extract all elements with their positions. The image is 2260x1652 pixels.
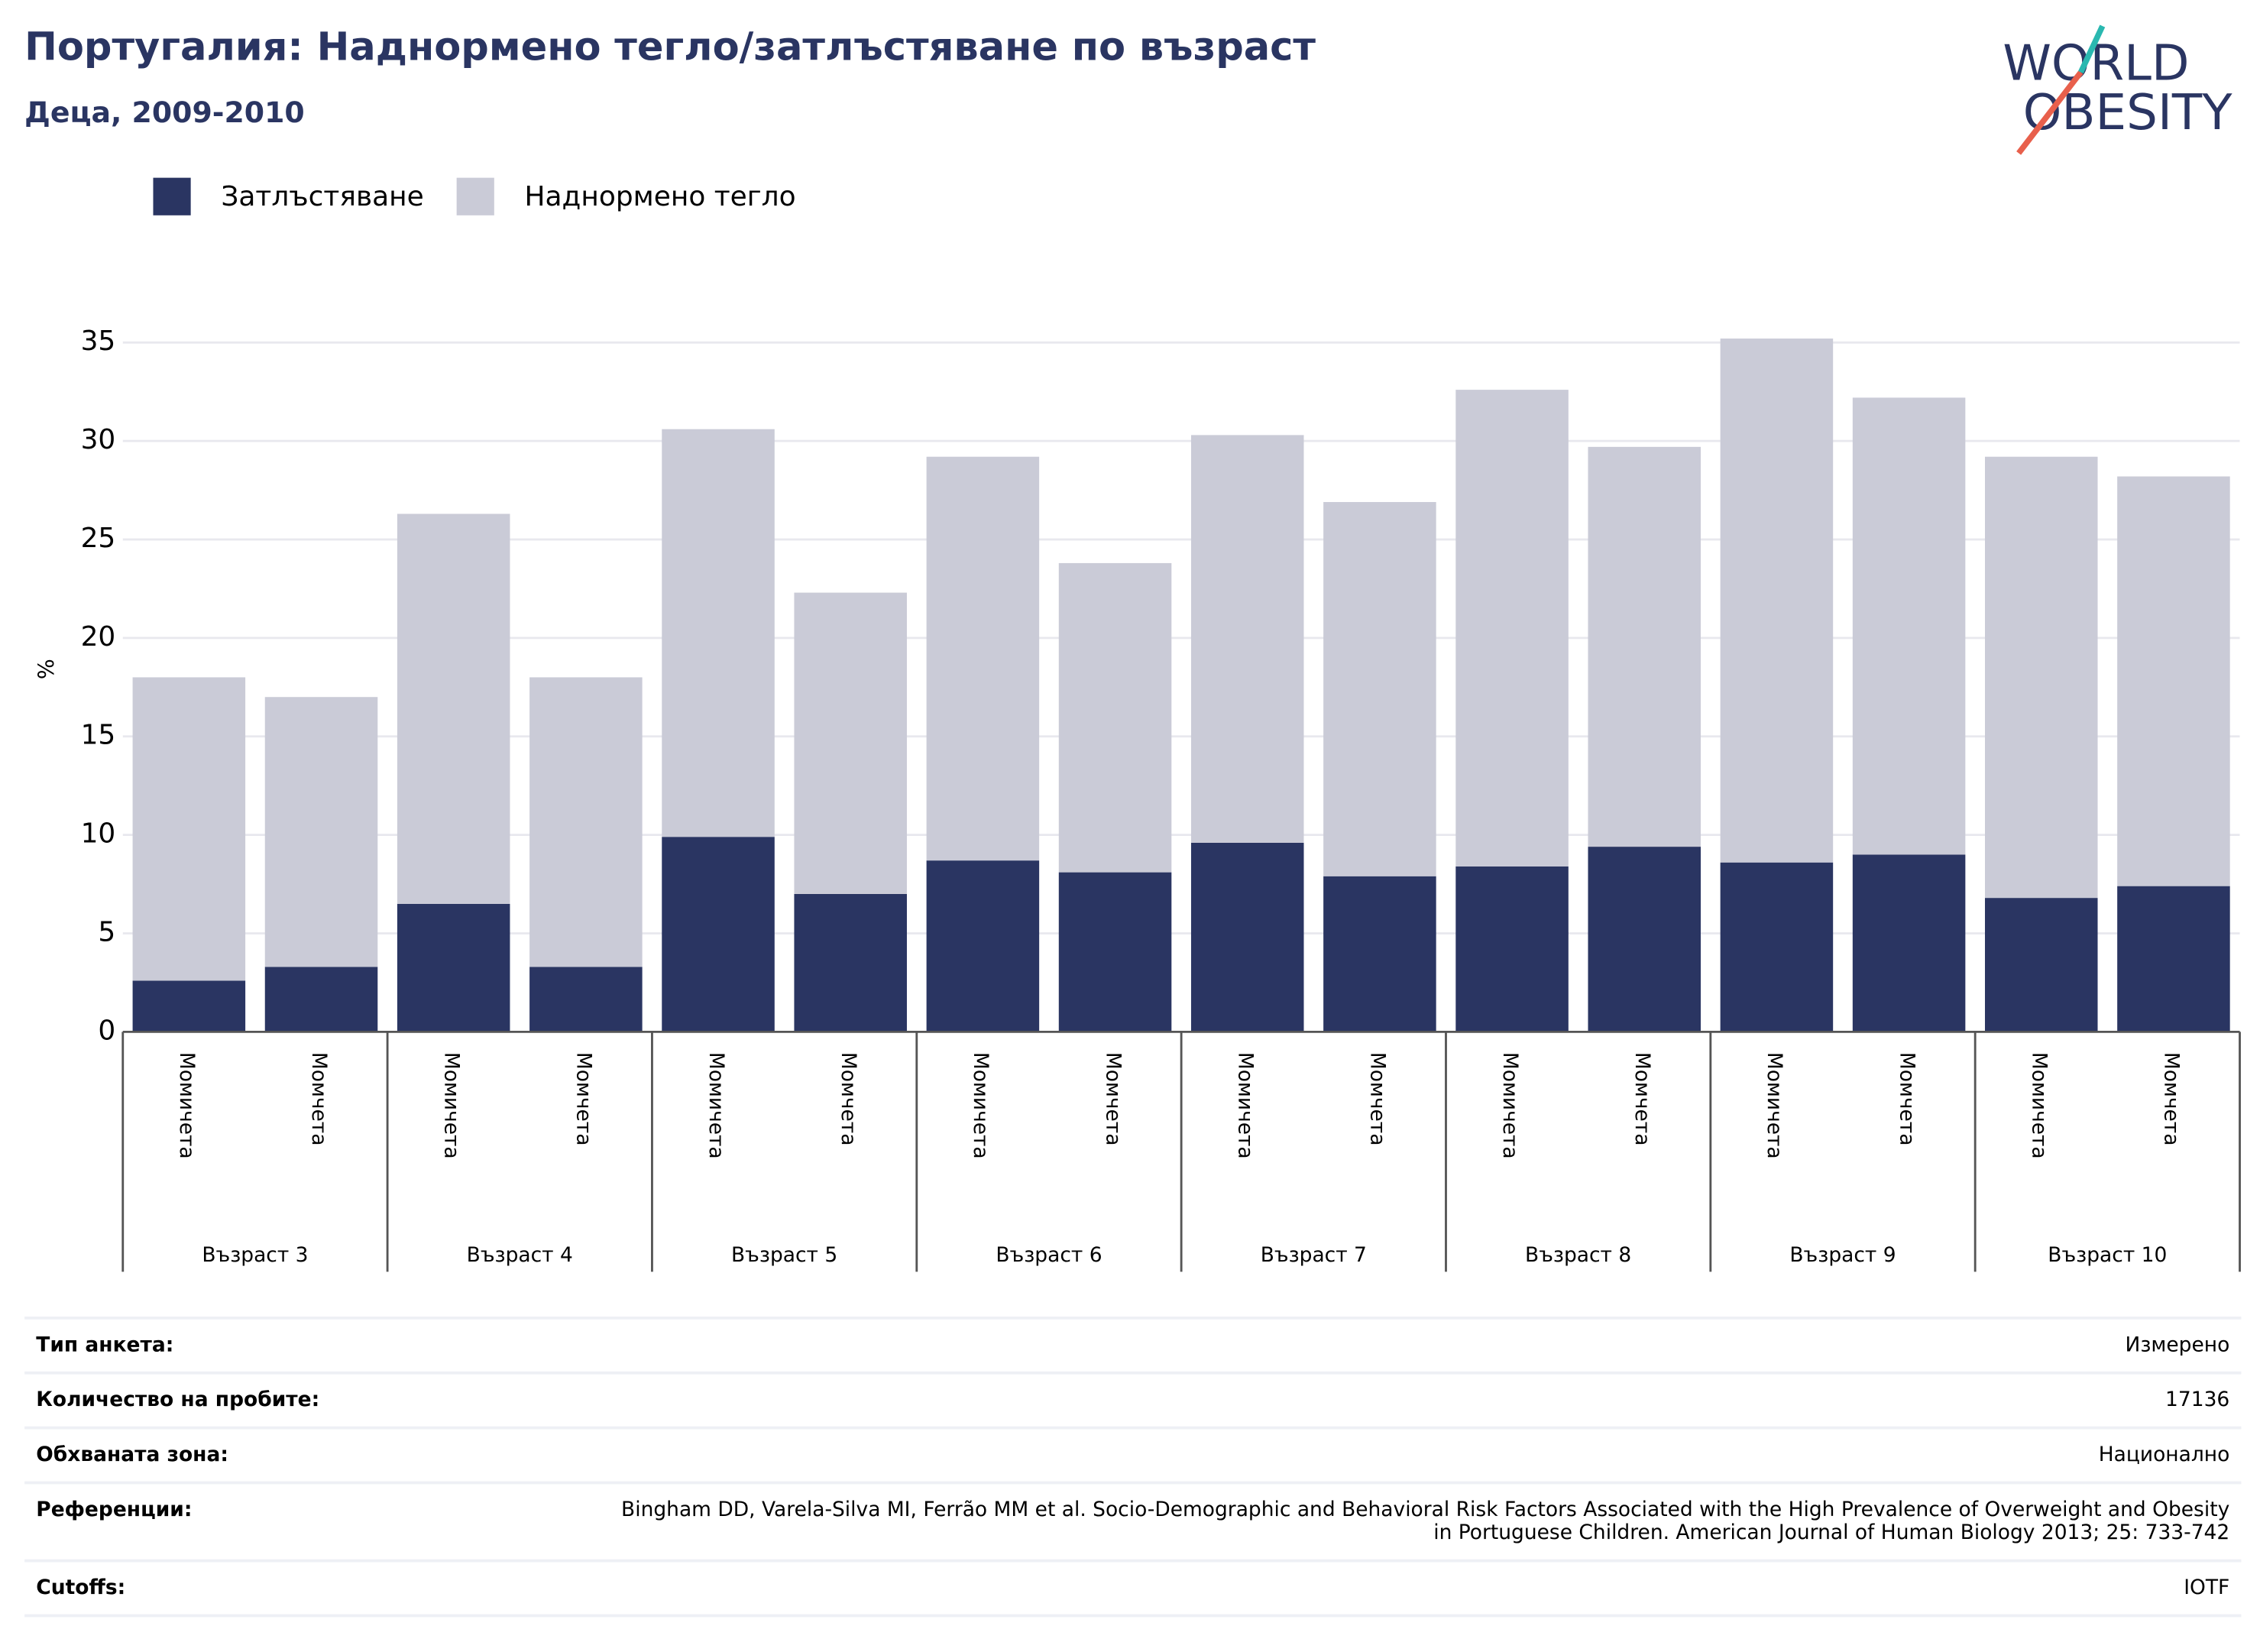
chart: Португалия: Наднормено тегло/затлъстяван… <box>24 24 2241 1272</box>
y-tick-label: 0 <box>98 1015 115 1046</box>
group-label: Възраст 8 <box>1525 1243 1631 1267</box>
bar-segment <box>1323 876 1436 1032</box>
group-label: Възраст 6 <box>996 1243 1102 1267</box>
bar-segment <box>1588 847 1701 1032</box>
bar-segment <box>1058 872 1172 1032</box>
y-tick-label: 5 <box>98 917 115 948</box>
info-value: Национално <box>2098 1443 2230 1467</box>
logo-slash <box>2016 70 2084 155</box>
bar-segment <box>529 677 643 967</box>
legend-label: Наднормено тегло <box>525 181 796 212</box>
bar-segment <box>2117 476 2230 886</box>
bar-segment <box>1852 854 1966 1032</box>
group-label: Възраст 5 <box>731 1243 837 1267</box>
bar-segment <box>264 697 378 967</box>
y-axis-label: % <box>34 659 59 679</box>
x-tick-label: Момчета <box>572 1052 596 1146</box>
info-value: Измерено <box>2125 1333 2230 1357</box>
bar-segment <box>1455 866 1569 1032</box>
bar-segment <box>132 677 246 981</box>
bar-segment <box>264 967 378 1032</box>
logo-slash <box>2078 24 2106 74</box>
bar-segment <box>1720 338 1834 863</box>
legend-swatch <box>153 177 191 215</box>
y-tick-label: 10 <box>81 818 116 850</box>
bar-segment <box>1720 862 1834 1032</box>
group-label: Възраст 3 <box>202 1243 308 1267</box>
bar-segment <box>397 513 510 904</box>
bar-segment <box>1852 397 1966 855</box>
info-label: Обхваната зона: <box>36 1443 228 1467</box>
info-row: Обхваната зона: Национално <box>24 1426 2242 1482</box>
x-tick-label: Момичета <box>175 1052 199 1159</box>
bar-segment <box>794 893 907 1032</box>
group-label: Възраст 7 <box>1261 1243 1367 1267</box>
x-tick-label: Момичета <box>1498 1052 1522 1159</box>
group-label: Възраст 9 <box>1789 1243 1896 1267</box>
bar-segment <box>2117 886 2230 1032</box>
info-label: Тип анкета: <box>36 1333 174 1357</box>
info-value: Bingham DD, Varela-Silva MI, Ferrão MM e… <box>621 1498 2230 1545</box>
bar-segment <box>1588 446 1701 847</box>
y-tick-label: 20 <box>81 621 116 653</box>
chart-subtitle: Деца, 2009-2010 <box>24 96 305 129</box>
y-tick-label: 25 <box>81 523 116 554</box>
x-tick-label: Момичета <box>2027 1052 2051 1159</box>
bar-segment <box>1058 562 1172 873</box>
bar-segment <box>397 903 510 1032</box>
info-row: Cutoffs: IOTF <box>24 1559 2242 1618</box>
x-tick-label: Момичета <box>704 1052 728 1159</box>
bar-segment <box>132 980 246 1032</box>
chart-title: Португалия: Наднормено тегло/затлъстяван… <box>24 24 1316 70</box>
y-tick-label: 30 <box>81 424 116 455</box>
x-tick-label: Момчета <box>1366 1052 1390 1146</box>
x-tick-label: Момчета <box>1101 1052 1125 1146</box>
bar-segment <box>662 837 775 1032</box>
info-value: 17136 <box>2165 1388 2230 1412</box>
bar-segment <box>1190 435 1304 843</box>
bar-segment <box>926 860 1040 1032</box>
x-tick-label: Момчета <box>307 1052 331 1146</box>
x-tick-label: Момчета <box>837 1052 860 1146</box>
logo-text: OBESITY <box>2023 84 2232 141</box>
bar-segment <box>1455 390 1569 866</box>
x-tick-label: Момчета <box>2160 1052 2184 1146</box>
info-table: Тип анкета: Измерено Количество на пробите… <box>24 1316 2242 1618</box>
bar-segment <box>926 456 1040 861</box>
bar-segment <box>1190 842 1304 1032</box>
group-label: Възраст 10 <box>2048 1243 2167 1267</box>
info-label: Референции: <box>36 1498 193 1522</box>
info-row: Референции: Bingham DD, Varela-Silva MI, … <box>24 1481 2242 1560</box>
x-tick-label: Момичета <box>1233 1052 1257 1159</box>
info-label: Количество на пробите: <box>36 1388 320 1412</box>
x-tick-label: Момчета <box>1630 1052 1654 1146</box>
info-row: Тип анкета: Измерено <box>24 1316 2242 1372</box>
bar-segment <box>794 592 907 894</box>
group-label: Възраст 4 <box>467 1243 573 1267</box>
bar-segment <box>1323 502 1436 876</box>
x-tick-label: Момчета <box>1895 1052 1918 1146</box>
y-tick-label: 35 <box>81 326 116 357</box>
info-row: Количество на пробите: 17136 <box>24 1371 2242 1427</box>
x-tick-label: Момичета <box>439 1052 463 1159</box>
x-tick-label: Момичета <box>969 1052 992 1159</box>
bar-segment <box>529 967 643 1032</box>
bar-segment <box>1984 898 2098 1032</box>
legend-label: Затлъстяване <box>221 181 423 212</box>
info-value: IOTF <box>2184 1576 2230 1600</box>
y-tick-label: 15 <box>81 720 116 751</box>
x-tick-label: Момичета <box>1763 1052 1786 1159</box>
legend-swatch <box>456 177 494 215</box>
bar-segment <box>1984 456 2098 899</box>
bar-segment <box>662 429 775 837</box>
info-label: Cutoffs: <box>36 1576 126 1600</box>
